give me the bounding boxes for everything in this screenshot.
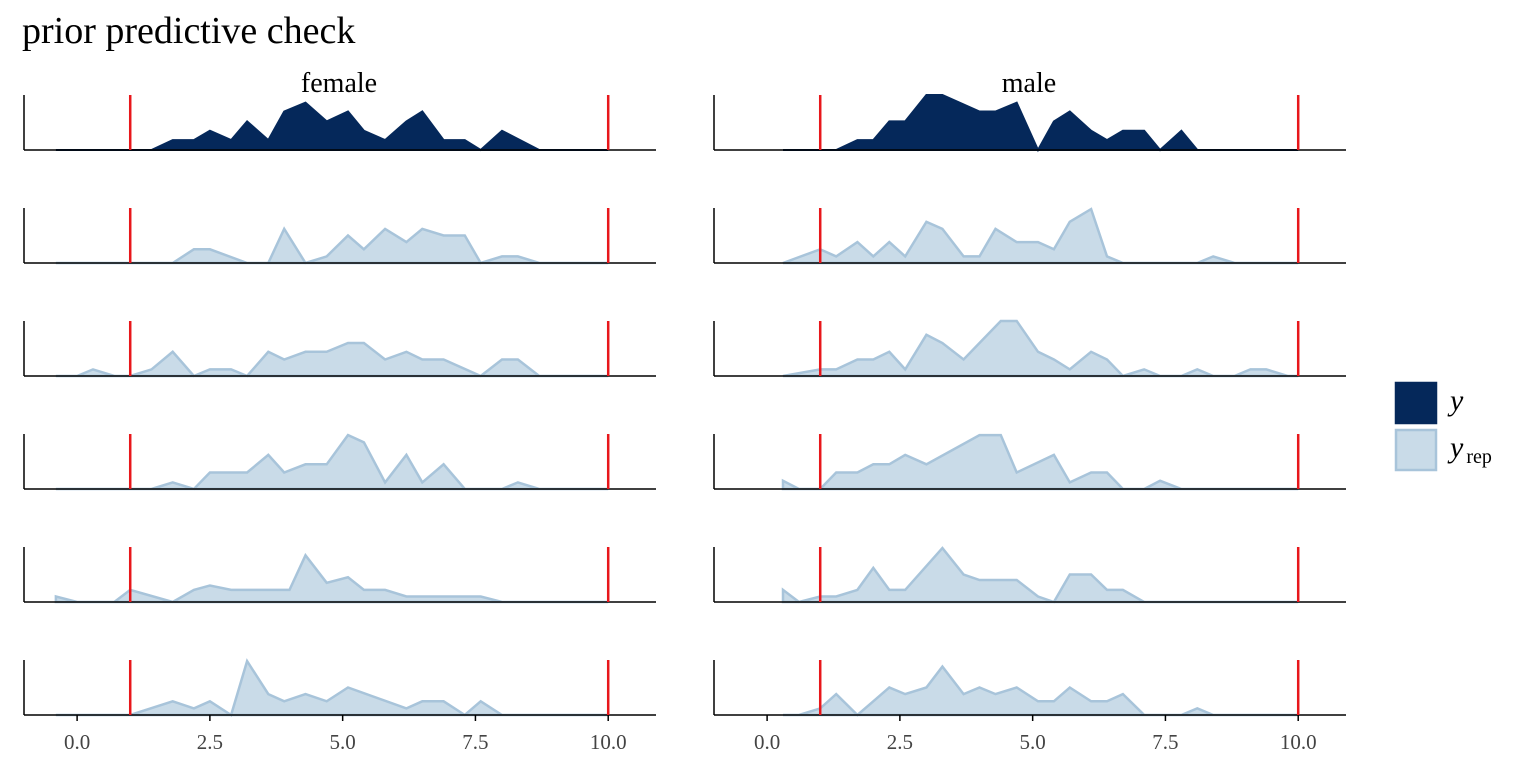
yrep-density-female-5 [54, 552, 609, 604]
panel-male-row-3 [713, 319, 1346, 378]
yrep-density-male-3 [782, 319, 1299, 378]
yrep-density-female-3 [55, 341, 609, 378]
x-tick-label-male-2.5: 2.5 [887, 730, 913, 754]
chart-title: prior predictive check [22, 10, 355, 52]
facet-panels: 0.0 2.5 5.0 7.5 10.0 0.0 2.5 5.0 7.5 10.0 [23, 94, 1346, 754]
y-density-female-1 [55, 101, 609, 152]
panel-male-row-6 [713, 660, 1346, 717]
x-tick-label-female-10.0: 10.0 [590, 730, 627, 754]
x-tick-label-male-0.0: 0.0 [754, 730, 780, 754]
panel-male-row-4 [713, 433, 1346, 491]
yrep-density-male-2 [782, 207, 1299, 265]
x-tick-label-male-10.0: 10.0 [1280, 730, 1317, 754]
x-tick-label-male-5.0: 5.0 [1020, 730, 1046, 754]
legend: y y rep [1394, 381, 1492, 472]
panel-male-row-1 [713, 94, 1346, 153]
panel-male-row-5 [713, 546, 1346, 604]
yrep-density-male-6 [783, 664, 1299, 717]
yrep-density-male-5 [781, 546, 1299, 604]
panel-female-row-1 [23, 95, 656, 152]
yrep-density-male-4 [781, 433, 1299, 491]
yrep-density-female-4 [55, 433, 609, 491]
legend-swatch-y [1394, 381, 1438, 425]
x-tick-label-male-7.5: 7.5 [1152, 730, 1178, 754]
panel-female-row-4 [23, 433, 656, 491]
y-density-male-1 [783, 94, 1299, 153]
x-tick-label-female-0.0: 0.0 [64, 730, 90, 754]
legend-label-yrep: y rep [1447, 431, 1492, 468]
facet-label-male: male [1002, 68, 1056, 99]
panel-male-row-2 [713, 207, 1346, 265]
panel-female-row-3 [23, 321, 656, 378]
x-tick-label-female-2.5: 2.5 [197, 730, 223, 754]
yrep-density-female-2 [55, 226, 609, 265]
panel-female-row-5 [23, 547, 656, 604]
x-tick-label-female-7.5: 7.5 [462, 730, 488, 754]
facet-label-female: female [301, 68, 377, 99]
yrep-density-female-6 [55, 658, 609, 717]
panel-female-row-2 [23, 208, 656, 265]
panel-female-row-6 [23, 658, 656, 717]
legend-sub-yrep: rep [1466, 446, 1492, 468]
legend-label-y: y [1447, 384, 1464, 417]
legend-swatch-yrep [1394, 428, 1438, 472]
x-tick-label-female-5.0: 5.0 [330, 730, 356, 754]
